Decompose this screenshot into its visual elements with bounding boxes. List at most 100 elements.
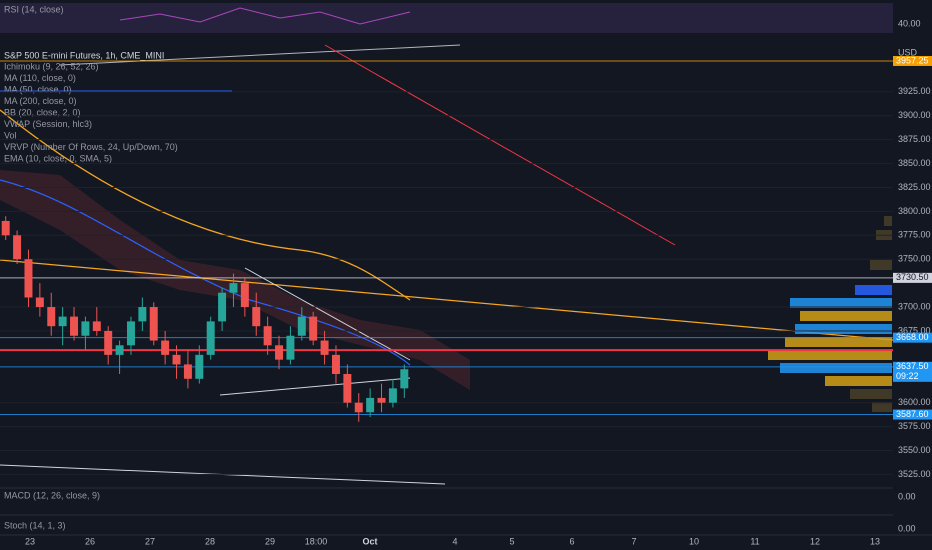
candle-body (366, 397, 375, 413)
y-tick-label: 3925.00 (898, 86, 931, 96)
y-tick-label: 3675.00 (898, 325, 931, 335)
candle-body (195, 354, 204, 379)
indicator-label: Vol (4, 130, 17, 140)
candle-body (92, 321, 101, 331)
candle-body (24, 259, 33, 298)
x-tick-label: 18:00 (305, 536, 328, 546)
pane-tick: 40.00 (898, 18, 921, 28)
ma-200 (0, 109, 411, 301)
y-tick-label: 3700.00 (898, 301, 931, 311)
candle-body (138, 307, 147, 322)
candle-body (206, 321, 215, 355)
candle-body (263, 326, 272, 346)
ichimoku-cloud (0, 170, 470, 390)
x-tick-label: 28 (205, 536, 215, 546)
x-tick-label: 6 (569, 536, 574, 546)
indicator-label: MA (200, close, 0) (4, 96, 77, 106)
candle-body (252, 307, 261, 327)
price-tag (893, 332, 932, 343)
candle-body (149, 307, 158, 341)
price-tag (893, 272, 932, 283)
price-tag-label: 3637.50 (896, 361, 929, 371)
rsi-band (0, 3, 893, 33)
candle-body (104, 330, 113, 355)
candle-body (229, 283, 238, 293)
candle-body (218, 292, 227, 322)
candle-body (320, 340, 329, 355)
chart-title: S&P 500 E-mini Futures, 1h, CME_MINI (4, 50, 164, 60)
price-tag-label: 3587.60 (896, 409, 929, 419)
rsi-line (119, 7, 411, 25)
y-tick-label: 3825.00 (898, 182, 931, 192)
x-tick-label: 12 (810, 536, 820, 546)
candle-body (161, 340, 170, 355)
candle-body (377, 397, 386, 403)
candle-body (297, 316, 306, 336)
candle-body (70, 316, 79, 336)
candle-body (343, 374, 352, 403)
indicator-label: MA (110, close, 0) (4, 73, 76, 83)
x-tick-label: 23 (25, 536, 35, 546)
trendline (59, 44, 461, 66)
indicator-label: EMA (10, close, 0, SMA, 5) (4, 153, 112, 163)
pane-tick: 0.00 (898, 523, 916, 533)
candle-body (183, 364, 192, 379)
candle-body (286, 335, 295, 360)
currency: USD (898, 47, 918, 57)
indicator-label: MA (50, close, 0) (4, 84, 72, 94)
x-tick-label: 5 (509, 536, 514, 546)
candle-body (354, 402, 363, 413)
x-tick-label: 7 (631, 536, 636, 546)
x-tick-label: 26 (85, 536, 95, 546)
indicator-label: BB (20, close, 2, 0) (4, 107, 81, 117)
price-tag (893, 409, 932, 420)
candle-body (35, 297, 44, 308)
x-tick-label: 11 (750, 536, 759, 546)
candle-body (115, 345, 124, 355)
trendline (219, 377, 411, 396)
candle-body (13, 235, 22, 260)
candle-body (1, 220, 10, 236)
x-tick-label: 13 (870, 536, 880, 546)
price-tag (893, 361, 932, 382)
candle-body (81, 321, 90, 336)
candle-body (58, 316, 67, 327)
x-tick-label: 27 (145, 536, 155, 546)
y-tick-label: 3775.00 (898, 230, 931, 240)
x-tick-label: 4 (452, 536, 457, 546)
candle-body (331, 354, 340, 374)
candle-body (388, 388, 397, 403)
price-tag-label: 3668.00 (896, 332, 929, 342)
y-tick-label: 3575.00 (898, 421, 931, 431)
y-tick-label: 3600.00 (898, 397, 931, 407)
pane-label: MACD (12, 26, close, 9) (4, 490, 100, 500)
y-tick-label: 3900.00 (898, 110, 931, 120)
countdown: 09:22 (896, 371, 919, 381)
candle-body (400, 369, 409, 389)
y-tick-label: 3875.00 (898, 134, 931, 144)
price-tag-label: 3730.50 (896, 272, 929, 282)
price-tag (893, 55, 932, 66)
candle-body (126, 321, 135, 346)
x-tick-label: 29 (265, 536, 275, 546)
pane-label: Stoch (14, 1, 3) (4, 520, 66, 530)
x-tick-label: 10 (689, 536, 699, 546)
pane-tick: 0.00 (898, 491, 916, 501)
y-tick-label: 3525.00 (898, 469, 931, 479)
y-tick-label: 3750.00 (898, 254, 931, 264)
candle-body (172, 354, 181, 365)
indicator-label: Ichimoku (9, 26, 52, 26) (4, 61, 99, 71)
x-tick-label: Oct (362, 536, 377, 546)
candle-body (309, 316, 318, 341)
y-tick-label: 3550.00 (898, 445, 931, 455)
candle-body (240, 283, 249, 308)
candle-body (47, 307, 56, 327)
indicator-label: VRVP (Number Of Rows, 24, Up/Down, 70) (4, 142, 178, 152)
trendline (244, 267, 411, 361)
y-tick-label: 3850.00 (898, 158, 931, 168)
y-tick-label: 3800.00 (898, 206, 931, 216)
trendline (0, 259, 894, 341)
price-tag-label: 3957.25 (896, 55, 929, 65)
pane-label: RSI (14, close) (4, 4, 64, 14)
